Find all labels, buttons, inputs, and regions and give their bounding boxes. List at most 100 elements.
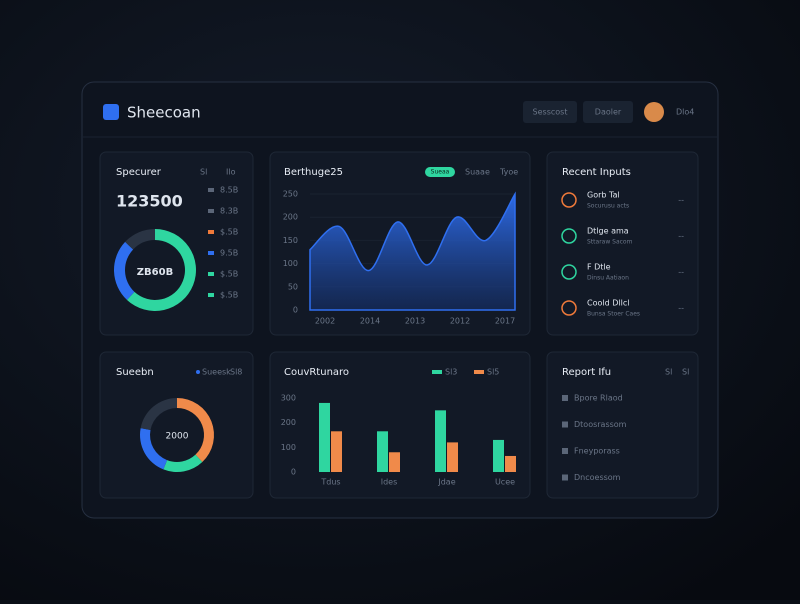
- x-tick-label: 2013: [405, 317, 425, 326]
- item-sub: Dinsu Aatiaon: [587, 275, 629, 282]
- item-name[interactable]: Gorb Tal: [587, 191, 620, 200]
- x-tick-label: 2002: [315, 317, 335, 326]
- legend-swatch: [208, 209, 214, 213]
- item-icon: [562, 474, 568, 481]
- legend-swatch: [432, 370, 442, 374]
- legend-swatch: [208, 293, 214, 297]
- item-icon: [561, 192, 577, 208]
- tab[interactable]: Tyoe: [499, 168, 518, 177]
- item-sub: Socurusu acts: [587, 203, 629, 210]
- card-title: Berthuge25: [284, 167, 343, 178]
- item-sub: Bunsa Stoer Caes: [587, 311, 640, 318]
- bar: [319, 402, 330, 472]
- donut-segment: [177, 398, 214, 462]
- tab[interactable]: Sl: [682, 368, 689, 377]
- donut-segment: [140, 428, 168, 470]
- y-tick-label: 0: [293, 306, 298, 315]
- button[interactable]: [523, 101, 577, 123]
- bar: [389, 452, 400, 472]
- bar: [505, 455, 516, 472]
- card-title: Sueebn: [116, 367, 154, 378]
- item-name[interactable]: Dtlge ama: [587, 227, 629, 236]
- card: [546, 351, 699, 499]
- tab[interactable]: Sl8: [230, 368, 242, 377]
- legend-swatch: [208, 251, 214, 255]
- legend-label: $.5B: [220, 228, 238, 237]
- item-name[interactable]: Coold Dllcl: [587, 299, 629, 308]
- bar: [331, 431, 342, 472]
- tab[interactable]: Sl: [665, 368, 672, 377]
- item-time: --: [678, 232, 684, 241]
- x-tick-label: 2012: [450, 317, 470, 326]
- item-icon: [562, 448, 568, 454]
- y-tick-label: 200: [283, 213, 298, 222]
- button-label[interactable]: Daoler: [595, 108, 622, 117]
- button[interactable]: [583, 101, 633, 123]
- item-icon: [561, 264, 577, 280]
- tab[interactable]: Sl: [200, 168, 207, 177]
- donut-segment: [126, 229, 196, 311]
- chip-label[interactable]: Sueaa: [431, 169, 450, 176]
- tab-dot: [196, 370, 200, 374]
- bar: [435, 410, 446, 472]
- item-time: --: [678, 304, 684, 313]
- item-time: --: [678, 268, 684, 277]
- x-tick-label: Ucee: [495, 478, 515, 487]
- donut-segment: [163, 454, 203, 472]
- donut-segment: [113, 241, 135, 300]
- donut-segment: [140, 398, 177, 430]
- legend-label: 8.5B: [220, 186, 238, 195]
- y-tick-label: 300: [281, 394, 296, 403]
- item-icon: [562, 395, 568, 401]
- y-tick-label: 100: [281, 443, 296, 452]
- y-tick-label: 250: [283, 190, 298, 199]
- item-name[interactable]: Dncoessom: [574, 473, 621, 482]
- item-icon: [562, 421, 568, 428]
- card: [99, 351, 254, 499]
- avatar[interactable]: [644, 102, 664, 122]
- card-title: Specurer: [116, 167, 162, 178]
- tab[interactable]: Sueesk: [202, 368, 231, 377]
- chip[interactable]: [425, 167, 455, 177]
- bar: [377, 431, 388, 472]
- x-tick-label: Tdus: [320, 478, 340, 487]
- logo: [103, 104, 119, 120]
- item-icon: [561, 300, 577, 316]
- legend-swatch: [474, 370, 484, 374]
- tab[interactable]: Ilo: [226, 168, 236, 177]
- legend-swatch: [208, 272, 214, 276]
- donut-label: ZB60B: [137, 267, 173, 278]
- legend-label: Sl3: [445, 368, 457, 377]
- item-icon: [561, 228, 577, 244]
- item-name[interactable]: F Dtle: [587, 263, 611, 272]
- y-tick-label: 200: [281, 418, 296, 427]
- card: [546, 151, 699, 336]
- bar: [493, 439, 504, 472]
- legend-label: $.5B: [220, 291, 238, 300]
- button-label[interactable]: Sesscost: [533, 108, 568, 117]
- card-title: Report Ifu: [562, 367, 611, 378]
- x-tick-label: 2014: [360, 317, 380, 326]
- x-tick-label: 2017: [495, 317, 515, 326]
- x-tick-label: Ides: [381, 478, 398, 487]
- legend-label: 8.3B: [220, 207, 238, 216]
- legend-label: 9.5B: [220, 249, 238, 258]
- donut-segment: [125, 229, 155, 250]
- legend-swatch: [208, 188, 214, 192]
- brand: Sheecoan: [127, 104, 201, 122]
- y-tick-label: 0: [291, 468, 296, 477]
- donut-label: 2000: [166, 432, 189, 442]
- item-time: --: [678, 196, 684, 205]
- card-title: CouvRtunaro: [284, 367, 349, 378]
- tab[interactable]: Suaae: [465, 168, 490, 177]
- item-name[interactable]: Bpore Rlaod: [574, 394, 623, 403]
- user-name: Dlo4: [676, 108, 694, 117]
- item-name[interactable]: Dtoosrassom: [574, 420, 627, 429]
- bar: [447, 442, 458, 472]
- item-name[interactable]: Fneyporass: [574, 447, 620, 456]
- y-tick-label: 100: [283, 259, 298, 268]
- y-tick-label: 150: [283, 236, 298, 245]
- item-sub: Sttaraw Sacom: [587, 239, 633, 246]
- y-tick-label: 50: [288, 282, 298, 291]
